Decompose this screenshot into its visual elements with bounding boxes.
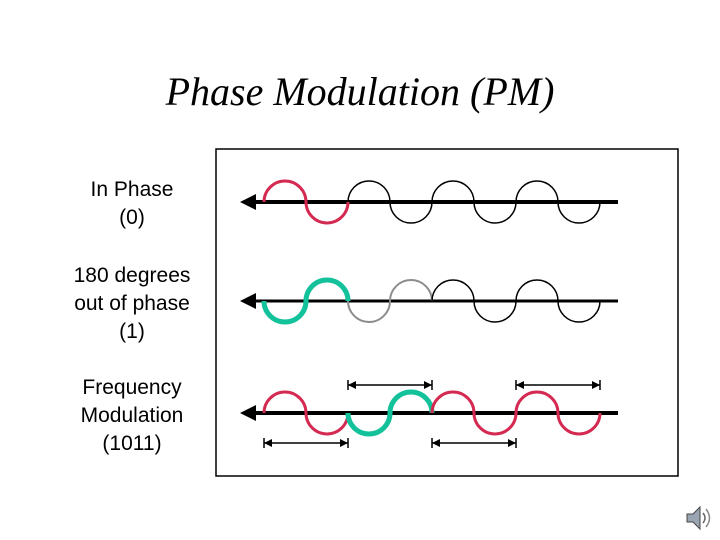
label-line: (1) <box>119 320 145 343</box>
wave-cycle <box>515 180 601 224</box>
wave-cycle-red <box>514 390 602 436</box>
arrowhead <box>240 405 256 421</box>
row-frequency-modulation <box>240 380 618 448</box>
wave-cycle <box>431 279 517 323</box>
label-line: 180 degrees <box>73 264 191 287</box>
wave-cycle-gray <box>347 279 433 323</box>
row-in-phase <box>240 179 618 225</box>
page-title: Phase Modulation (PM) <box>165 69 555 114</box>
wave-cycle <box>347 180 433 224</box>
label-in-phase: In Phase (0) <box>57 176 207 232</box>
label-180-out-of-phase: 180 degrees out of phase (1) <box>57 262 207 346</box>
wave-cycle-red <box>262 179 350 225</box>
period-marker <box>431 438 517 448</box>
label-frequency-modulation: Frequency Modulation (1011) <box>57 374 207 458</box>
arrowhead <box>240 194 256 210</box>
wave-cycle-red <box>430 390 518 436</box>
label-line: Frequency <box>82 376 182 399</box>
label-line: Modulation <box>80 404 184 427</box>
wave-cycle <box>515 279 601 323</box>
wave-cycle-red <box>262 390 350 436</box>
period-marker <box>347 380 433 390</box>
row-180-out-of-phase <box>240 277 618 325</box>
label-line: (1011) <box>102 432 162 455</box>
label-line: (0) <box>119 206 145 229</box>
label-line: out of phase <box>74 292 190 315</box>
period-marker <box>263 438 349 448</box>
label-line: In Phase <box>90 178 174 201</box>
period-marker <box>515 380 601 390</box>
arrowhead <box>240 293 256 309</box>
wave-cycle-green <box>261 277 351 325</box>
speaker-icon[interactable] <box>685 503 713 538</box>
wave-cycle <box>431 180 517 224</box>
wave-cycle-green <box>345 389 435 437</box>
diagram-frame <box>215 148 679 477</box>
